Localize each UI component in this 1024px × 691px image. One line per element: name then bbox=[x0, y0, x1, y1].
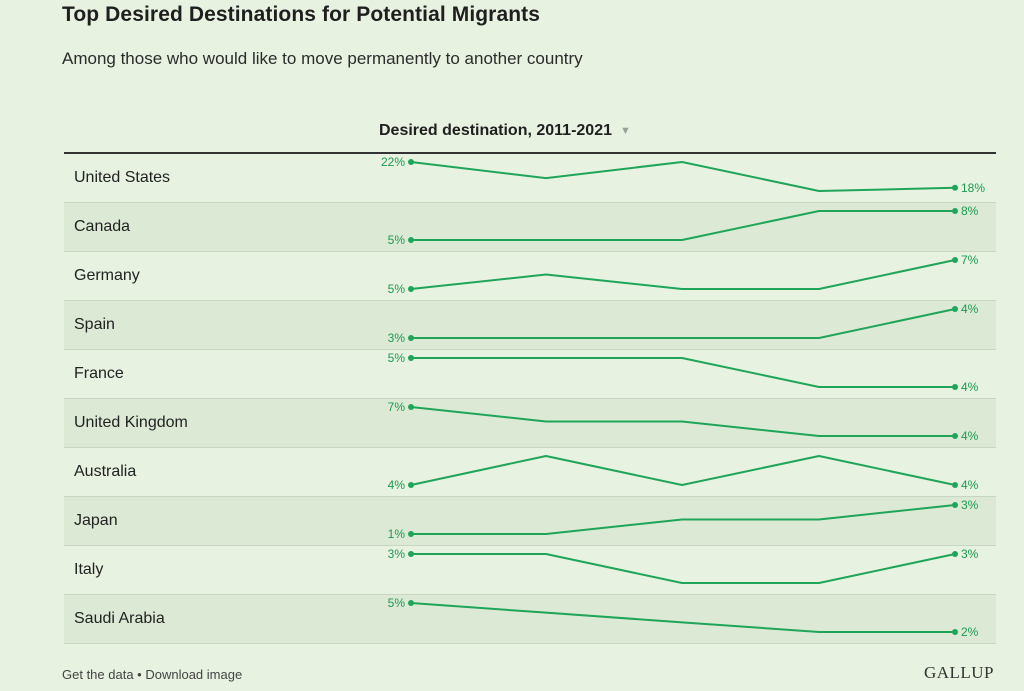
country-label: Saudi Arabia bbox=[74, 610, 165, 627]
country-label: Canada bbox=[74, 218, 131, 235]
end-point[interactable] bbox=[952, 306, 958, 312]
start-point[interactable] bbox=[408, 531, 414, 537]
start-value-label: 3% bbox=[388, 547, 406, 561]
country-label: Japan bbox=[74, 512, 118, 529]
country-label: Germany bbox=[74, 267, 140, 284]
series-line bbox=[411, 210, 955, 241]
series-line bbox=[411, 308, 956, 339]
chart-title: Top Desired Destinations for Potential M… bbox=[62, 3, 541, 26]
end-value-label: 3% bbox=[961, 547, 979, 561]
row-spain: Spain bbox=[64, 301, 996, 350]
end-value-label: 4% bbox=[961, 380, 979, 394]
start-point[interactable] bbox=[408, 237, 414, 243]
end-point[interactable] bbox=[952, 629, 958, 635]
start-value-label: 7% bbox=[388, 400, 406, 414]
footer-separator: • bbox=[133, 667, 146, 682]
series-line bbox=[411, 357, 955, 388]
column-header[interactable]: Desired destination, 2011-2021 ▼ bbox=[379, 122, 631, 140]
start-value-label: 1% bbox=[388, 527, 406, 541]
end-point[interactable] bbox=[952, 208, 958, 214]
column-header-label: Desired destination, 2011-2021 bbox=[379, 122, 612, 139]
series-line bbox=[411, 553, 956, 584]
start-value-label: 3% bbox=[388, 331, 406, 345]
sort-caret-icon[interactable]: ▼ bbox=[620, 125, 631, 137]
start-value-label: 4% bbox=[388, 478, 406, 492]
series-line bbox=[410, 161, 956, 192]
gallup-logo: GALLUP bbox=[923, 663, 994, 682]
start-value-label: 22% bbox=[381, 155, 405, 169]
start-value-label: 5% bbox=[388, 351, 406, 365]
start-point[interactable] bbox=[408, 159, 414, 165]
row-italy: Italy bbox=[64, 546, 996, 595]
row-germany: Germany bbox=[64, 252, 996, 301]
start-point[interactable] bbox=[408, 355, 414, 361]
end-value-label: 4% bbox=[961, 478, 979, 492]
row-saudi-arabia: Saudi Arabia bbox=[64, 595, 996, 644]
end-point[interactable] bbox=[952, 433, 958, 439]
end-value-label: 4% bbox=[961, 302, 979, 316]
end-point[interactable] bbox=[952, 551, 958, 557]
chart-subtitle: Among those who would like to move perma… bbox=[62, 49, 583, 68]
end-point[interactable] bbox=[952, 257, 958, 263]
download-image-link[interactable]: Download image bbox=[145, 667, 243, 682]
end-value-label: 3% bbox=[961, 498, 979, 512]
start-point[interactable] bbox=[408, 286, 414, 292]
start-point[interactable] bbox=[408, 600, 414, 606]
end-value-label: 4% bbox=[961, 429, 979, 443]
row-united-kingdom: United Kingdom bbox=[64, 399, 996, 448]
country-label: Spain bbox=[74, 316, 115, 333]
series-line bbox=[411, 504, 956, 535]
series-line bbox=[410, 455, 956, 486]
country-label: Italy bbox=[74, 561, 104, 578]
end-point[interactable] bbox=[952, 502, 958, 508]
row-france: France bbox=[64, 350, 996, 399]
row-australia: Australia bbox=[64, 448, 996, 497]
start-point[interactable] bbox=[408, 404, 414, 410]
get-data-link[interactable]: Get the data bbox=[62, 667, 134, 682]
country-label: France bbox=[74, 365, 124, 382]
start-point[interactable] bbox=[408, 335, 414, 341]
row-japan: Japan bbox=[64, 497, 996, 546]
end-value-label: 7% bbox=[961, 253, 979, 267]
start-point[interactable] bbox=[408, 482, 414, 488]
row-united-states: United States bbox=[64, 154, 996, 203]
series-line bbox=[410, 602, 955, 633]
end-point[interactable] bbox=[952, 482, 958, 488]
series-line bbox=[410, 406, 955, 437]
end-point[interactable] bbox=[952, 184, 958, 191]
country-label: United Kingdom bbox=[74, 414, 188, 431]
start-value-label: 5% bbox=[388, 282, 406, 296]
end-value-label: 18% bbox=[961, 181, 985, 195]
series-line bbox=[410, 259, 956, 290]
end-value-label: 8% bbox=[961, 204, 979, 218]
country-label: Australia bbox=[74, 463, 137, 480]
start-point[interactable] bbox=[408, 551, 414, 557]
footer-links: Get the data • Download image bbox=[62, 667, 242, 682]
start-value-label: 5% bbox=[388, 233, 406, 247]
end-point[interactable] bbox=[952, 384, 958, 390]
chart-rows: United States Canada Germany Spain France Uni… bbox=[64, 154, 996, 644]
header-rule bbox=[64, 152, 996, 154]
country-label: United States bbox=[74, 169, 171, 186]
end-value-label: 2% bbox=[961, 625, 979, 639]
start-value-label: 5% bbox=[388, 596, 406, 610]
